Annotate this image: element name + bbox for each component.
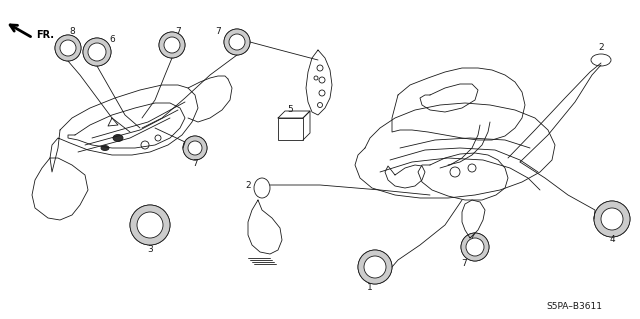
- Text: 7: 7: [175, 26, 181, 35]
- Circle shape: [188, 141, 202, 155]
- Circle shape: [159, 32, 185, 58]
- Text: 1: 1: [367, 283, 373, 292]
- Circle shape: [601, 208, 623, 230]
- Circle shape: [183, 136, 207, 160]
- Circle shape: [466, 238, 484, 256]
- Circle shape: [461, 233, 489, 261]
- Text: 7: 7: [192, 160, 198, 168]
- Text: 7: 7: [461, 259, 467, 269]
- Text: S5PA–B3611: S5PA–B3611: [546, 302, 602, 311]
- Text: 7: 7: [215, 27, 221, 36]
- Circle shape: [83, 38, 111, 66]
- Text: 3: 3: [147, 244, 153, 254]
- Ellipse shape: [113, 135, 123, 142]
- Circle shape: [164, 37, 180, 53]
- Text: 4: 4: [609, 235, 615, 244]
- Circle shape: [88, 43, 106, 61]
- Text: FR.: FR.: [36, 30, 54, 40]
- Circle shape: [60, 40, 76, 56]
- Circle shape: [594, 201, 630, 237]
- Circle shape: [137, 212, 163, 238]
- Ellipse shape: [254, 178, 270, 198]
- Circle shape: [358, 250, 392, 284]
- Circle shape: [229, 34, 245, 50]
- Ellipse shape: [101, 145, 109, 151]
- Circle shape: [55, 35, 81, 61]
- Text: 2: 2: [245, 181, 251, 189]
- Text: 2: 2: [598, 43, 604, 53]
- Text: 6: 6: [109, 35, 115, 44]
- Text: 5: 5: [287, 106, 293, 115]
- Circle shape: [364, 256, 386, 278]
- Ellipse shape: [591, 54, 611, 66]
- Bar: [278, 118, 303, 140]
- Text: 8: 8: [69, 27, 75, 36]
- Circle shape: [130, 205, 170, 245]
- Circle shape: [224, 29, 250, 55]
